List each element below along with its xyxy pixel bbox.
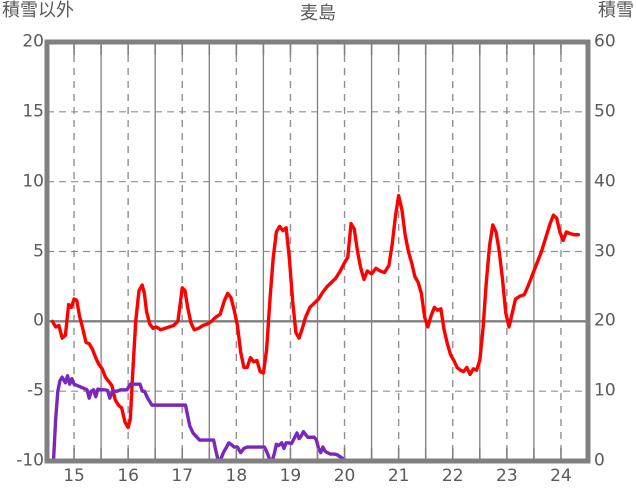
x-axis-tick-label: 22	[441, 466, 464, 486]
x-axis-tick-label: 15	[63, 466, 85, 486]
y-axis-left-tick-label: -5	[27, 380, 44, 401]
y-axis-left-tick-label: 5	[33, 241, 44, 261]
plot-frame	[44, 39, 591, 464]
x-axis-tick-label: 20	[333, 466, 356, 486]
x-axis-tick-label: 17	[171, 466, 194, 486]
y-axis-right-tick-label: 60	[594, 31, 616, 52]
gridlines	[47, 42, 588, 461]
x-axis-tick-label: 19	[279, 466, 302, 486]
series-line-non-snow	[50, 193, 580, 430]
y-axis-left-tick-label: 15	[22, 101, 44, 122]
right-axis-caption: 積雪	[598, 0, 634, 21]
x-axis-tick-label: 21	[387, 466, 410, 486]
axis-ticks	[73, 44, 562, 459]
y-axis-left-tick-label: -10	[16, 450, 44, 471]
y-axis-right-tick-label: 40	[594, 171, 616, 192]
x-axis-tick-label: 24	[550, 466, 572, 486]
y-axis-left-tick-label: 10	[22, 171, 44, 192]
plot-border	[44, 39, 591, 464]
x-axis-tick-label: 23	[496, 466, 518, 486]
y-axis-left-tick-label: 20	[22, 31, 44, 52]
x-axis-tick-label: 16	[117, 466, 139, 486]
series-line-snow	[51, 374, 580, 463]
y-axis-right-tick-label: 10	[594, 380, 616, 401]
data-series-layer	[50, 193, 580, 463]
page-title: 麦島	[300, 3, 336, 24]
left-axis-caption: 積雪以外	[2, 0, 74, 21]
y-axis-right-tick-label: 20	[594, 310, 616, 331]
y-axis-right-tick-label: 30	[594, 241, 616, 261]
y-axis-right-tick-label: 0	[594, 450, 605, 471]
y-axis-right-tick-label: 50	[594, 101, 616, 122]
x-axis-tick-label: 18	[225, 466, 248, 486]
y-axis-left-tick-label: 0	[33, 310, 44, 331]
